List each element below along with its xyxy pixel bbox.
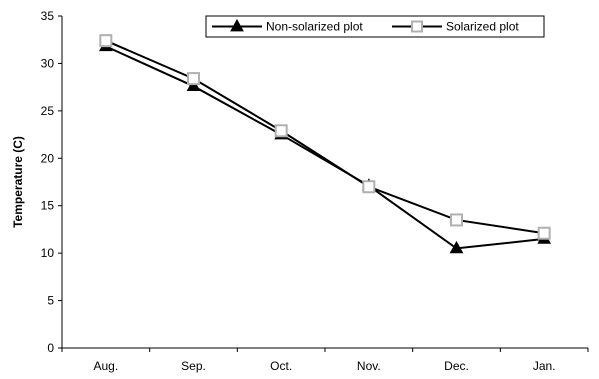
series-line [105, 39, 545, 235]
legend-marker-triangle [230, 18, 244, 32]
x-tick-label: Oct. [270, 359, 292, 373]
y-tick-label: 25 [41, 104, 55, 118]
data-point [187, 72, 200, 86]
y-tick-label: 35 [41, 9, 55, 23]
x-ticks: Aug. Sep. Oct. Nov. Dec. Jan. [61, 348, 589, 373]
data-point [537, 226, 551, 240]
y-tick-label: 20 [41, 151, 55, 165]
y-tick-label: 5 [47, 294, 54, 308]
data-point [450, 213, 463, 227]
x-tick-label: Jan. [533, 359, 556, 373]
data-point [362, 180, 376, 194]
x-tick-label: Dec. [444, 359, 469, 373]
data-point [99, 34, 113, 48]
data-point [449, 240, 464, 254]
y-ticks: 0 5 10 15 20 25 30 35 [41, 9, 62, 355]
legend-label: Solarized plot [446, 20, 519, 34]
data-point [186, 78, 201, 92]
x-tick-label: Nov. [357, 359, 381, 373]
legend: Non-solarized plot Solarized plot [205, 15, 545, 38]
series-solarized [99, 34, 551, 240]
y-tick-label: 15 [41, 199, 55, 213]
y-tick-label: 10 [41, 246, 55, 260]
legend-items: Non-solarized plot Solarized plot [212, 18, 519, 34]
series-line [105, 45, 545, 250]
series-layer [98, 34, 552, 254]
x-tick-label: Aug. [93, 359, 118, 373]
y-tick-label: 0 [47, 341, 54, 355]
y-tick-label: 30 [41, 56, 55, 70]
legend-marker-square [411, 20, 423, 33]
axes: 0 5 10 15 20 25 30 35 Aug. Sep. Oct. Nov. Dec. Jan. [41, 9, 589, 373]
legend-box [205, 15, 545, 38]
x-tick-label: Sep. [181, 359, 206, 373]
data-point [274, 124, 288, 138]
y-axis-title: Temperature (C) [11, 136, 25, 228]
legend-label: Non-solarized plot [266, 20, 363, 34]
series-non-solarized [98, 38, 552, 254]
